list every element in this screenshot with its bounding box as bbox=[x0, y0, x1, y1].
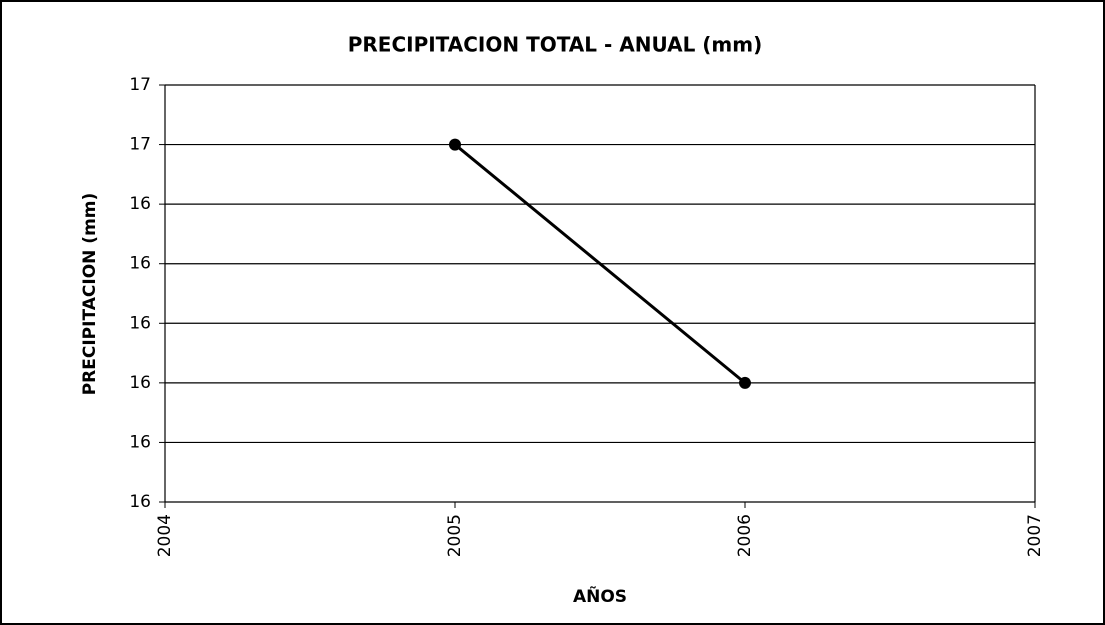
x-tick-label: 2007 bbox=[1025, 514, 1045, 557]
line bbox=[454, 143, 746, 385]
marker bbox=[449, 138, 461, 151]
y-axis-label: PRECIPITACION (mm) bbox=[80, 193, 100, 396]
y-tick-label: 16 bbox=[129, 373, 151, 393]
chart-title: PRECIPITACION TOTAL - ANUAL (mm) bbox=[348, 33, 763, 57]
y-tick-label: 16 bbox=[129, 492, 151, 512]
y-tick-label: 16 bbox=[129, 254, 151, 274]
x-tick-label: 2005 bbox=[445, 514, 465, 557]
x-axis-label: AÑOS bbox=[573, 584, 627, 607]
x-tick-label: 2004 bbox=[155, 514, 175, 557]
y-tick-label: 16 bbox=[129, 432, 151, 452]
marker bbox=[739, 376, 751, 389]
y-tick-label: 17 bbox=[129, 135, 151, 155]
y-tick-label: 16 bbox=[129, 313, 151, 333]
x-tick-label: 2006 bbox=[735, 514, 755, 557]
y-tick-label: 17 bbox=[129, 75, 151, 95]
y-tick-label: 16 bbox=[129, 194, 151, 214]
